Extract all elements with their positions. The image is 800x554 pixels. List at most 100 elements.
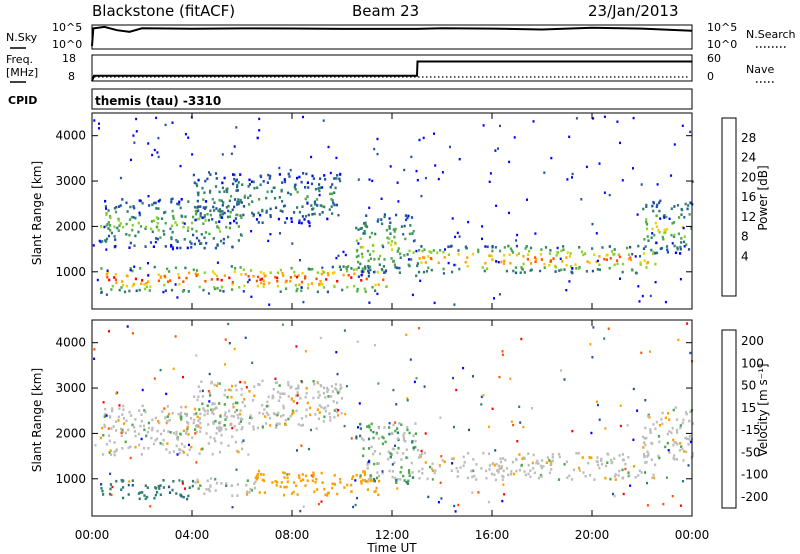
power-cell: [491, 245, 494, 249]
power-cell: [197, 193, 200, 197]
velocity-cell: [679, 442, 682, 445]
power-cell: [220, 216, 224, 219]
velocity-cell: [257, 383, 260, 386]
power-cell: [372, 250, 375, 253]
velocity-cell: [229, 388, 233, 392]
power-cell: [442, 267, 445, 271]
noise-right-tick-bottom: 10^0: [707, 38, 737, 51]
velocity-cell: [197, 419, 200, 423]
power-cell: [272, 186, 275, 190]
velocity-cell: [494, 478, 497, 482]
velocity-cell: [291, 412, 294, 416]
power-cell: [141, 201, 144, 205]
power-cell: [106, 223, 109, 227]
velocity-cell: [265, 404, 268, 408]
velocity-cell: [529, 475, 532, 479]
velocity-cell: [199, 389, 202, 393]
power-cell: [240, 201, 243, 204]
velocity-cell: [153, 496, 156, 500]
power-cell: [139, 267, 142, 270]
velocity-cell: [245, 490, 249, 494]
power-cell: [437, 261, 440, 265]
velocity-cell: [181, 482, 184, 485]
velocity-cell: [168, 451, 171, 454]
power-cell: [128, 289, 131, 293]
velocity-cell: [324, 396, 327, 399]
colorbar-tick-label: 15: [741, 401, 756, 415]
velocity-cell: [379, 452, 382, 456]
power-cell: [396, 250, 399, 253]
velocity-cell: [147, 447, 150, 450]
power-cell: [219, 215, 222, 219]
power-cell: [278, 173, 281, 176]
power-cell: [429, 257, 432, 260]
velocity-cell: [674, 406, 677, 409]
velocity-cell: [102, 493, 105, 496]
velocity-cell: [117, 419, 120, 422]
power-cell: [140, 282, 143, 286]
velocity-cell: [281, 323, 284, 326]
velocity-cell: [682, 450, 685, 453]
power-cell: [420, 261, 423, 264]
velocity-cell: [647, 413, 650, 417]
power-cell: [441, 171, 444, 174]
power-cell: [107, 209, 110, 212]
cpid-value: themis (tau) -3310: [95, 94, 221, 108]
velocity-cell: [329, 395, 333, 398]
velocity-cell: [402, 438, 406, 442]
power-cell: [420, 194, 423, 198]
velocity-cell: [223, 393, 226, 397]
velocity-cell: [317, 390, 320, 394]
power-cell: [118, 224, 121, 227]
velocity-cell: [408, 431, 411, 435]
power-cell: [384, 269, 388, 272]
power-cell: [639, 262, 642, 266]
velocity-cell: [359, 476, 362, 479]
power-cell: [394, 241, 397, 245]
power-cell: [253, 186, 256, 190]
velocity-cell: [320, 471, 323, 475]
velocity-cell: [172, 450, 175, 453]
velocity-cell: [673, 441, 676, 444]
power-cell: [105, 240, 108, 243]
power-cell: [125, 201, 128, 205]
power-cell: [209, 209, 212, 213]
power-cell: [442, 272, 445, 275]
power-cell: [300, 180, 303, 184]
power-cell: [645, 262, 648, 265]
power-cell: [235, 178, 238, 182]
power-cell: [293, 185, 296, 189]
velocity-cell: [205, 432, 208, 435]
velocity-cell: [520, 337, 523, 341]
velocity-cell: [102, 401, 105, 404]
velocity-cell: [549, 460, 552, 464]
velocity-cell: [366, 463, 369, 467]
velocity-cell: [640, 471, 643, 474]
velocity-cell: [233, 410, 237, 414]
power-cell: [396, 181, 399, 184]
velocity-cell: [280, 481, 283, 484]
power-cell: [237, 202, 240, 206]
colorbar-tick-label: -50: [741, 445, 761, 459]
velocity-cell: [157, 419, 160, 423]
power-cell: [289, 276, 292, 279]
power-cell: [556, 251, 559, 254]
velocity-cell: [230, 384, 234, 388]
power-cell: [132, 205, 135, 208]
velocity-cell: [314, 481, 317, 484]
velocity-cell: [223, 403, 226, 406]
velocity-cell: [424, 432, 427, 435]
power-cell: [129, 268, 132, 272]
power-cell: [206, 212, 209, 216]
velocity-cell: [362, 438, 365, 442]
velocity-cell: [682, 418, 685, 422]
power-cell: [202, 288, 205, 292]
power-cell: [318, 282, 321, 286]
velocity-cell: [180, 418, 183, 421]
velocity-cell: [178, 479, 181, 482]
velocity-cell: [440, 455, 443, 458]
velocity-cell: [305, 392, 308, 395]
velocity-cell: [283, 485, 286, 489]
velocity-cell: [276, 422, 279, 425]
power-cell: [208, 191, 212, 194]
